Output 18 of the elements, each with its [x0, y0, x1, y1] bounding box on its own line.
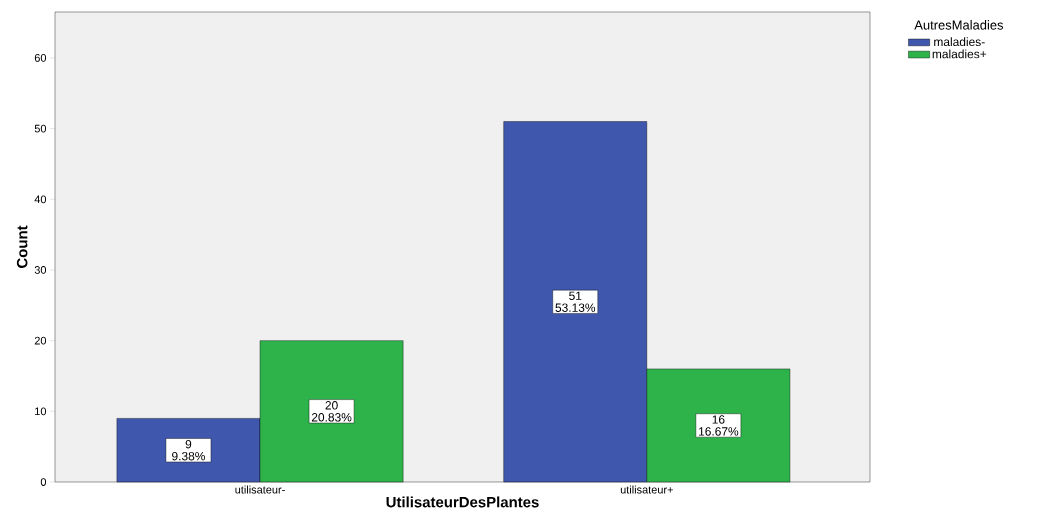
y-tick-label: 0 — [40, 478, 47, 486]
y-tick-label: 20 — [34, 336, 47, 345]
y-tick-label: 60 — [34, 54, 47, 62]
y-tick-label: 30 — [34, 266, 47, 274]
y-tick-label: 40 — [34, 195, 47, 204]
legend-title: AutresMaladies — [914, 20, 1004, 30]
data-label: 51 53.13% — [555, 291, 596, 312]
data-label: 9 9.38% — [172, 439, 205, 461]
x-tick-label: utilisateur- — [235, 485, 285, 494]
data-label: 20 20.83% — [311, 401, 352, 422]
y-axis-title: Count — [16, 225, 28, 268]
data-label: 16 16.67% — [699, 415, 739, 436]
x-tick-label: utilisateur+ — [620, 485, 673, 494]
legend-label: maladies- — [934, 37, 985, 47]
y-tick-label: 50 — [34, 124, 47, 133]
legend-label: maladies+ — [932, 49, 987, 59]
x-axis-title: UtilisateurDesPlantes — [386, 496, 539, 508]
y-tick-label: 10 — [35, 407, 47, 416]
